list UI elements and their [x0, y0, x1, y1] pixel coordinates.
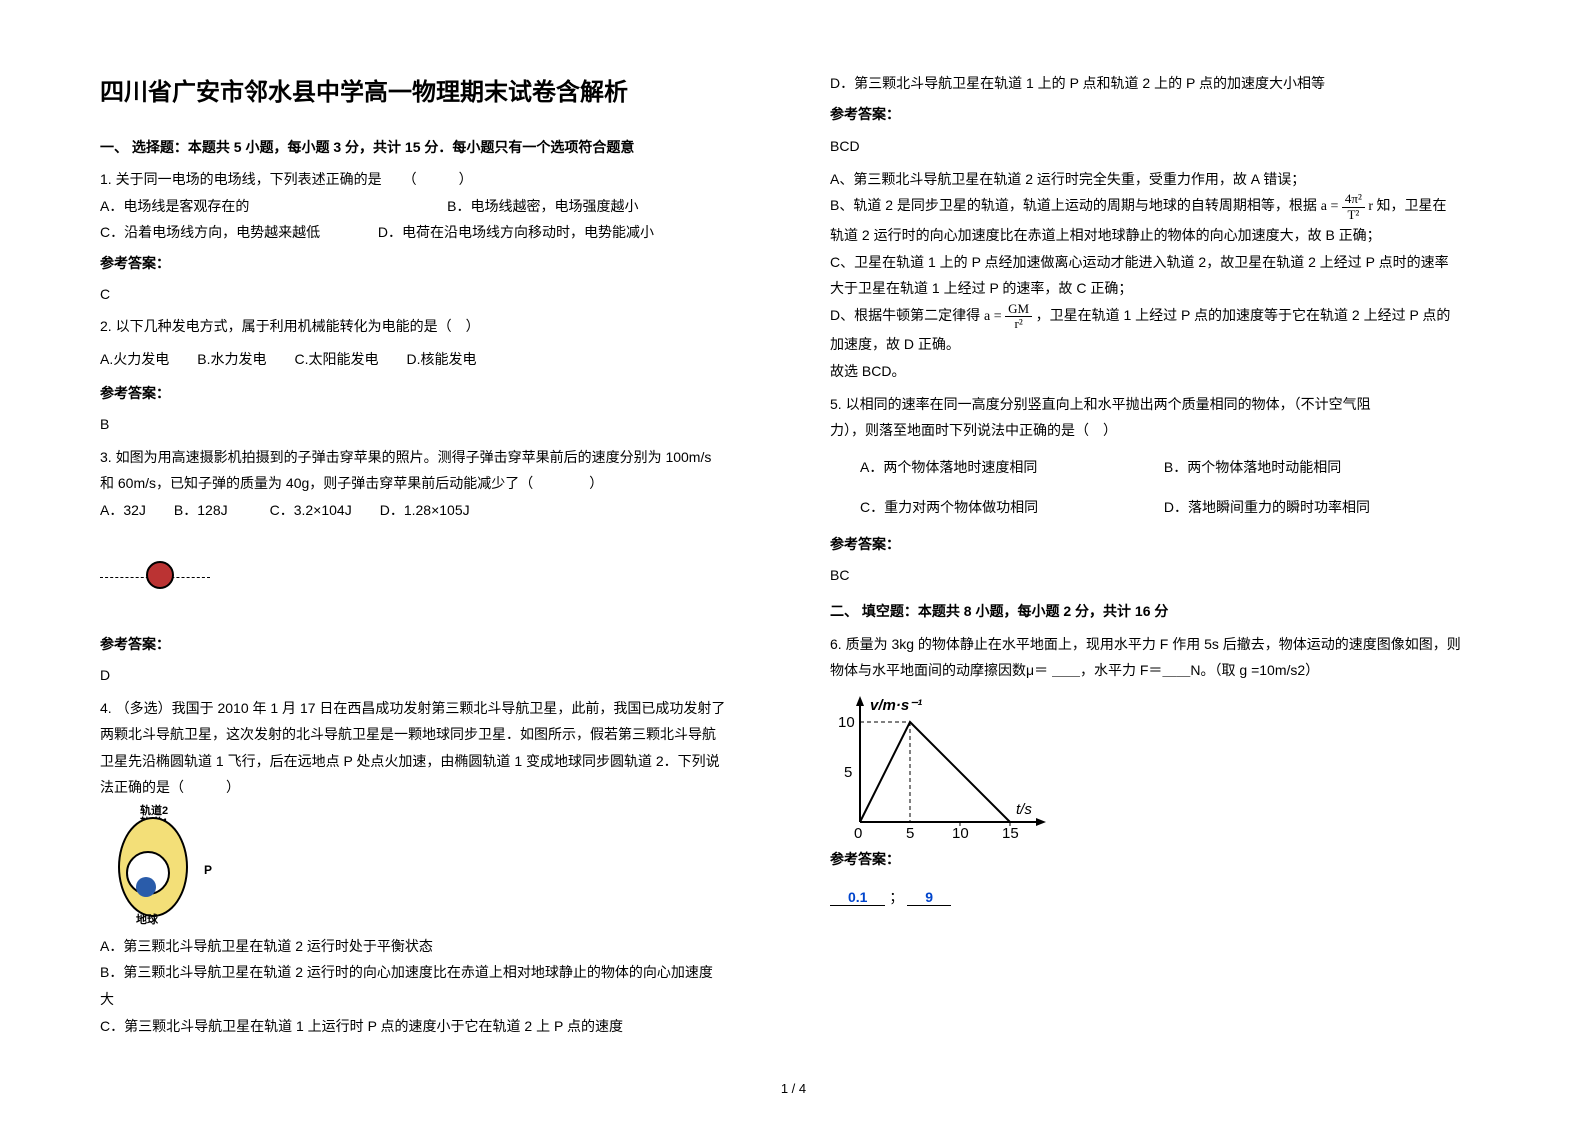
formula2-num: GM	[1005, 302, 1032, 317]
q5-opt-a: A．两个物体落地时速度相同	[860, 454, 1160, 481]
q2-options: A.火力发电 B.水力发电 C.太阳能发电 D.核能发电	[100, 346, 750, 373]
xtick-0: 0	[854, 825, 862, 842]
q6-answers: 0.1 ； 9	[830, 884, 1480, 911]
q3-stem2: 和 60m/s，已知子弹的质量为 40g，则子弹击穿苹果前后动能减少了（ ）	[100, 470, 750, 497]
xtick-15: 15	[1002, 825, 1019, 842]
q1-options-row2: C．沿着电场线方向，电势越来越低 D．电荷在沿电场线方向移动时，电势能减小	[100, 219, 750, 246]
q4-exp-b1: B、轨道 2 是同步卫星的轨道，轨道上运动的周期与地球的自转周期相等，根据	[830, 197, 1317, 213]
q4-exp-c2: 大于卫星在轨道 1 上经过 P 的速率，故 C 正确；	[830, 275, 1480, 302]
q4-opt-d: D．第三颗北斗导航卫星在轨道 1 上的 P 点和轨道 2 上的 P 点的加速度大…	[830, 70, 1480, 97]
formula-den: T²	[1342, 208, 1365, 222]
q4-stem2: 两颗北斗导航卫星，这次发射的北斗导航卫星是一颗地球同步卫星．如图所示，假若第三颗…	[100, 721, 750, 748]
y-axis-arrow	[856, 696, 864, 706]
q4-stem3: 卫星先沿椭圆轨道 1 飞行，后在远地点 P 处点火加速，由椭圆轨道 1 变成地球…	[100, 748, 750, 775]
question-6: 6. 质量为 3kg 的物体静止在水平地面上，现用水平力 F 作用 5s 后撤去…	[830, 631, 1480, 911]
vt-graph-svg: v/m·s⁻¹ 10 5 0 5 10 15 t/s	[830, 692, 1050, 842]
formula-num: 4π²	[1342, 192, 1365, 207]
question-3: 3. 如图为用高速摄影机拍摄到的子弹击穿苹果的照片。测得子弹击穿苹果前后的速度分…	[100, 444, 750, 689]
orbit-point-p: P	[204, 859, 212, 882]
question-5: 5. 以相同的速率在同一高度分别竖直向上和水平抛出两个质量相同的物体，（不计空气…	[830, 391, 1480, 589]
q3-answer: D	[100, 662, 750, 689]
q4-exp-d1: D、根据牛顿第二定律得	[830, 307, 980, 323]
centripetal-formula: a = 4π²T² r	[1321, 199, 1377, 214]
q1-opt-b: B．电场线越密，电场强度越小	[447, 198, 638, 214]
q4-opt-b2: 大	[100, 986, 750, 1013]
earth-icon	[136, 877, 156, 897]
q4-stem1: 4. （多选）我国于 2010 年 1 月 17 日在西昌成功发射第三颗北斗导航…	[100, 695, 750, 722]
formula-a-eq: a =	[1321, 199, 1342, 214]
q4-exp-d3: 加速度，故 D 正确。	[830, 331, 1480, 358]
xtick-5: 5	[906, 825, 914, 842]
q6-answer-label: 参考答案：	[830, 846, 1480, 873]
x-axis-arrow	[1036, 818, 1046, 826]
section-1-heading: 一、 选择题：本题共 5 小题，每小题 3 分，共计 15 分．每小题只有一个选…	[100, 134, 750, 161]
apple-diagram	[100, 527, 230, 627]
q3-options: A．32J B．128J C．3.2×104J D．1.28×105J	[100, 497, 750, 524]
ytick-10: 10	[838, 714, 855, 731]
q4-exp-d-line1: D、根据牛顿第二定律得 a = GMr² ，卫星在轨道 1 上经过 P 点的加速…	[830, 302, 1480, 332]
q4-opt-b1: B．第三颗北斗导航卫星在轨道 2 运行时的向心加速度比在赤道上相对地球静止的物体…	[100, 959, 750, 986]
q1-opt-a: A．电场线是客观存在的	[100, 198, 249, 214]
q4-exp-b3: 轨道 2 运行时的向心加速度比在赤道上相对地球静止的物体的向心加速度大，故 B …	[830, 222, 1480, 249]
q3-stem1: 3. 如图为用高速摄影机拍摄到的子弹击穿苹果的照片。测得子弹击穿苹果前后的速度分…	[100, 444, 750, 471]
x-axis-label: t/s	[1016, 801, 1032, 818]
q2-stem: 2. 以下几种发电方式，属于利用机械能转化为电能的是（ ）	[100, 313, 750, 340]
q6-ans-1: 0.1	[830, 889, 885, 906]
q4-conclusion: 故选 BCD。	[830, 358, 1480, 385]
q3-answer-label: 参考答案：	[100, 631, 750, 658]
page-number: 1 / 4	[0, 1081, 1587, 1096]
vt-line	[860, 722, 1010, 822]
q5-answer-label: 参考答案：	[830, 531, 1480, 558]
q2-answer: B	[100, 411, 750, 438]
q1-options-row1: A．电场线是客观存在的 B．电场线越密，电场强度越小	[100, 193, 750, 220]
doc-title: 四川省广安市邻水县中学高一物理期末试卷含解析	[100, 70, 750, 116]
section-2-heading: 二、 填空题：本题共 8 小题，每小题 2 分，共计 16 分	[830, 598, 1480, 625]
left-column: 四川省广安市邻水县中学高一物理期末试卷含解析 一、 选择题：本题共 5 小题，每…	[100, 70, 750, 1039]
q4-opt-c: C．第三颗北斗导航卫星在轨道 1 上运行时 P 点的速度小于它在轨道 2 上 P…	[100, 1013, 750, 1040]
formula2-den: r²	[1005, 317, 1032, 331]
q1-answer-label: 参考答案：	[100, 250, 750, 277]
right-column: D．第三颗北斗导航卫星在轨道 1 上的 P 点和轨道 2 上的 P 点的加速度大…	[830, 70, 1480, 1039]
apple-icon	[146, 561, 174, 589]
q4-answer: BCD	[830, 133, 1480, 160]
orbit-diagram: 轨道2 轨道1 P 地球	[100, 807, 210, 927]
ytick-5: 5	[844, 764, 852, 781]
q4-exp-b-line1: B、轨道 2 是同步卫星的轨道，轨道上运动的周期与地球的自转周期相等，根据 a …	[830, 192, 1480, 222]
q5-opt-b: B．两个物体落地时动能相同	[1164, 459, 1341, 475]
q5-stem2: 力），则落至地面时下列说法中正确的是（ ）	[830, 417, 1480, 444]
q4-exp-b2: 知，卫星在	[1377, 197, 1447, 213]
formula2-a-eq: a =	[984, 309, 1005, 324]
q4-stem4: 法正确的是（ ）	[100, 774, 750, 801]
newton-formula: a = GMr²	[984, 309, 1036, 324]
q4-exp-d2: ，卫星在轨道 1 上经过 P 点的加速度等于它在轨道 2 上经过 P 点的	[1036, 307, 1451, 323]
formula-r: r	[1365, 199, 1373, 214]
page: 四川省广安市邻水县中学高一物理期末试卷含解析 一、 选择题：本题共 5 小题，每…	[0, 0, 1587, 1069]
q4-exp-a: A、第三颗北斗导航卫星在轨道 2 运行时完全失重，受重力作用，故 A 错误；	[830, 166, 1480, 193]
q4-opt-a: A．第三颗北斗导航卫星在轨道 2 运行时处于平衡状态	[100, 933, 750, 960]
q1-opt-d: D．电荷在沿电场线方向移动时，电势能减小	[378, 224, 654, 240]
q1-answer: C	[100, 281, 750, 308]
q1-opt-c: C．沿着电场线方向，电势越来越低	[100, 224, 320, 240]
q4-answer-label: 参考答案：	[830, 101, 1480, 128]
velocity-time-graph: v/m·s⁻¹ 10 5 0 5 10 15 t/s	[830, 692, 1050, 842]
earth-label: 地球	[136, 910, 158, 931]
q5-opt-d: D．落地瞬间重力的瞬时功率相同	[1164, 499, 1370, 515]
q6-stem1: 6. 质量为 3kg 的物体静止在水平地面上，现用水平力 F 作用 5s 后撤去…	[830, 631, 1480, 658]
y-axis-label: v/m·s⁻¹	[870, 697, 922, 714]
q5-opt-c: C．重力对两个物体做功相同	[860, 494, 1160, 521]
question-1: 1. 关于同一电场的电场线，下列表述正确的是 （ ） A．电场线是客观存在的 B…	[100, 166, 750, 307]
xtick-10: 10	[952, 825, 969, 842]
q6-stem2: 物体与水平地面间的动摩擦因数μ＝ ＿＿，水平力 F＝＿＿N。（取 g =10m/…	[830, 657, 1480, 684]
q5-answer: BC	[830, 562, 1480, 589]
q4-exp-c1: C、卫星在轨道 1 上的 P 点经加速做离心运动才能进入轨道 2，故卫星在轨道 …	[830, 249, 1480, 276]
q5-row1: A．两个物体落地时速度相同 B．两个物体落地时动能相同	[830, 454, 1480, 481]
q5-row2: C．重力对两个物体做功相同 D．落地瞬间重力的瞬时功率相同	[830, 494, 1480, 521]
q6-ans-sep: ；	[889, 889, 903, 905]
q2-answer-label: 参考答案：	[100, 380, 750, 407]
question-2: 2. 以下几种发电方式，属于利用机械能转化为电能的是（ ） A.火力发电 B.水…	[100, 313, 750, 437]
question-4: 4. （多选）我国于 2010 年 1 月 17 日在西昌成功发射第三颗北斗导航…	[100, 695, 750, 1040]
q1-stem: 1. 关于同一电场的电场线，下列表述正确的是 （ ）	[100, 166, 750, 193]
q5-stem1: 5. 以相同的速率在同一高度分别竖直向上和水平抛出两个质量相同的物体，（不计空气…	[830, 391, 1480, 418]
q6-ans-2: 9	[907, 889, 951, 906]
